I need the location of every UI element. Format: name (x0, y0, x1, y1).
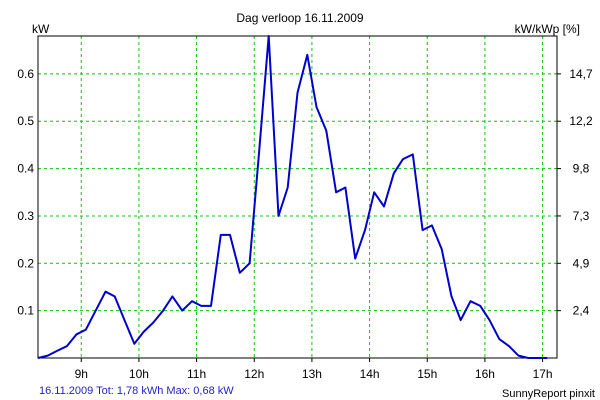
series-layer (37, 35, 548, 359)
series-line (37, 35, 548, 359)
tick-labels: 9h 10h 11h 12h 13h 14h 15h 16h 17h 0.1 0.2 0.3 0.4 0.… (17, 67, 593, 381)
y-tick-label-left: 0.5 (17, 114, 34, 128)
x-tick-label: 17h (533, 367, 553, 381)
x-tick-label: 15h (417, 367, 437, 381)
y-tick-label-left: 0.3 (17, 209, 34, 223)
footer-credit: SunnyReport pinxit (502, 388, 595, 400)
x-tick-label: 14h (360, 367, 380, 381)
grid (38, 36, 557, 358)
y-tick-label-right: 2,4 (573, 304, 590, 318)
y-tick-label-right: 4,9 (573, 256, 590, 270)
plot-frame (37, 35, 558, 359)
x-tick-label: 12h (244, 367, 264, 381)
chart-title: Dag verloop 16.11.2009 (236, 11, 364, 25)
x-tick-label: 16h (475, 367, 495, 381)
y-tick-label-right: 9,8 (573, 162, 590, 176)
x-tick-label: 11h (187, 367, 206, 381)
y-axis-right-label: kW/kWp [%] (515, 22, 580, 36)
x-tick-label: 9h (75, 367, 88, 381)
x-tick-label: 13h (302, 367, 322, 381)
y-tick-label-left: 0.2 (17, 256, 34, 270)
y-tick-label-right: 14,7 (569, 67, 593, 81)
y-axis-left-label: kW (32, 22, 50, 36)
y-tick-label-right: 7,3 (573, 209, 590, 223)
y-tick-label-right: 12,2 (569, 114, 593, 128)
y-tick-label-left: 0.4 (17, 162, 34, 176)
y-tick-label-left: 0.1 (17, 304, 34, 318)
x-tick-label: 10h (129, 367, 149, 381)
footer-summary: 16.11.2009 Tot: 1,78 kWh Max: 0,68 kW (39, 385, 234, 397)
y-tick-label-left: 0.6 (17, 67, 34, 81)
